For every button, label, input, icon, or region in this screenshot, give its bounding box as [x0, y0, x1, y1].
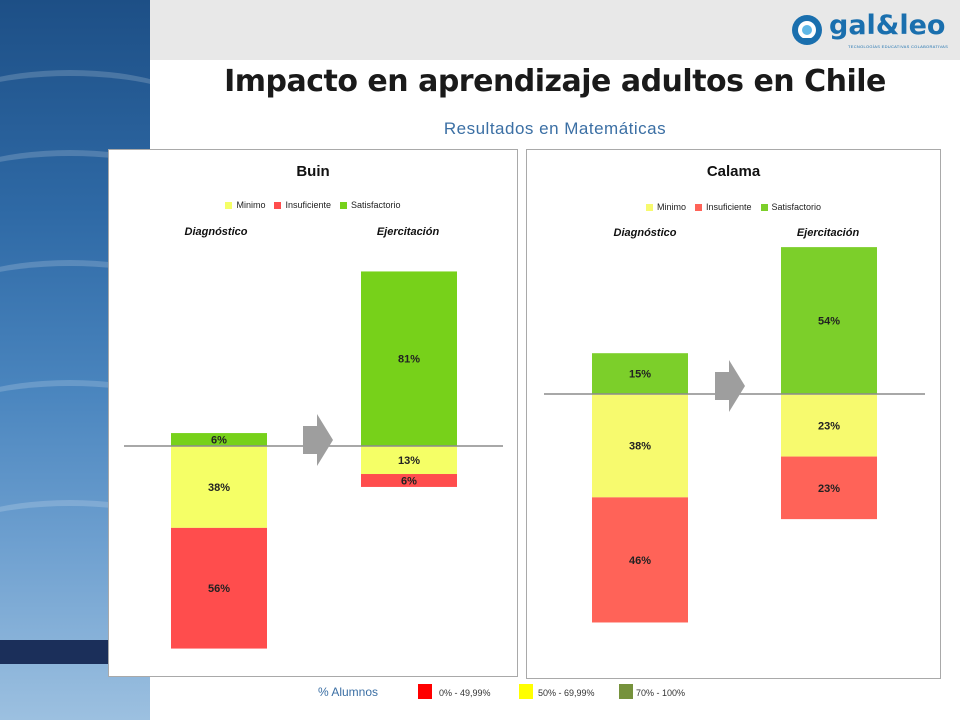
chart-panel-buin: Buin Minimo Insuficiente Satisfactorio D…: [108, 149, 518, 677]
data-label: 56%: [208, 583, 230, 595]
bar-segment-minimo: [171, 446, 267, 528]
logo-text: gal&leo: [829, 10, 946, 41]
legend-item-minimo: Minimo: [645, 202, 686, 212]
data-label: 81%: [398, 354, 420, 366]
bar-segment-minimo: [781, 394, 877, 457]
legend-item-satisfactorio: Satisfactorio: [760, 202, 822, 212]
legend-item-satisfactorio: Satisfactorio: [340, 200, 401, 210]
footer-legend: % Alumnos 0% - 49,99% 50% - 69,99% 70% -…: [0, 684, 960, 704]
legend-label: Insuficiente: [285, 200, 331, 210]
top-band: [150, 0, 960, 60]
legend-label: Satisfactorio: [351, 200, 401, 210]
legend-label: Insuficiente: [705, 202, 752, 212]
bar-segment-minimo: [592, 394, 688, 498]
bar-segment-satisfactorio: [781, 247, 877, 394]
footer-swatch-yellow: [519, 684, 533, 699]
data-label: 54%: [818, 316, 840, 328]
data-label: 38%: [208, 482, 230, 494]
data-label: 6%: [401, 475, 417, 487]
chart-title: Calama: [706, 163, 761, 180]
footer-legend-label: 70% - 100%: [636, 688, 686, 698]
legend-swatch: [694, 203, 702, 211]
legend-swatch: [340, 201, 347, 209]
footer-legend-label: 50% - 69,99%: [538, 688, 595, 698]
page-subtitle: Resultados en Matemáticas: [443, 119, 667, 138]
page-title: Impacto en aprendizaje adultos en Chile: [224, 64, 886, 99]
chart-legend: Minimo Insuficiente Satisfactorio: [527, 202, 940, 212]
footer-swatch-green: [619, 684, 633, 699]
legend-swatch: [760, 203, 768, 211]
legend-swatch: [225, 201, 233, 209]
data-label: 15%: [629, 369, 651, 381]
data-label: 23%: [818, 483, 840, 495]
data-label: 23%: [818, 420, 840, 432]
chart-panel-calama: Calama Minimo Insuficiente Satisfactorio…: [526, 149, 941, 679]
footer-legend-label: 0% - 49,99%: [439, 688, 491, 698]
chart-legend: Minimo Insuficiente Satisfactorio: [109, 200, 517, 210]
bar-segment-satisfactorio: [171, 433, 267, 446]
legend-label: Satisfactorio: [771, 202, 822, 212]
data-label: 6%: [211, 435, 227, 447]
legend-item-insuficiente: Insuficiente: [274, 200, 331, 210]
footer-legend-title: % Alumnos: [318, 685, 379, 699]
logo-tagline: TECNOLOGÍAS EDUCATIVAS COLABORATIVAS: [848, 44, 949, 49]
bar-segment-insuficiente: [781, 456, 877, 520]
legend-label: Minimo: [656, 202, 686, 212]
bar-segment-minimo: [361, 446, 457, 475]
arrow-right-icon: [303, 414, 333, 466]
chart-title: Buin: [296, 163, 330, 180]
legend-item-insuficiente: Insuficiente: [694, 202, 752, 212]
category-label-ejercitacion: Ejercitación: [796, 227, 860, 239]
bar-segment-insuficiente: [171, 527, 267, 649]
bar-segment-satisfactorio: [592, 353, 688, 394]
legend-item-minimo: Minimo: [225, 200, 265, 210]
bar-segment-satisfactorio: [361, 271, 457, 446]
bar-segment-insuficiente: [361, 474, 457, 487]
data-label: 38%: [629, 441, 651, 453]
data-label: 46%: [629, 555, 651, 567]
arrow-right-icon: [715, 360, 745, 412]
legend-swatch: [274, 201, 282, 209]
category-label-diagnostico: Diagnóstico: [613, 227, 677, 239]
category-label-diagnostico: Diagnóstico: [184, 226, 248, 238]
chart-plot-calama: 15% 38% 46% 54% 23% 23%: [544, 247, 925, 623]
logo-ring-icon: [792, 15, 822, 45]
chart-plot-buin: 6% 38% 56% 81% 13% 6%: [124, 271, 503, 649]
footer-swatch-red: [418, 684, 432, 699]
bar-segment-insuficiente: [592, 497, 688, 623]
legend-swatch: [645, 203, 653, 211]
galleo-logo: gal&leo TECNOLOGÍAS EDUCATIVAS COLABORAT…: [788, 10, 949, 52]
category-label-ejercitacion: Ejercitación: [376, 226, 440, 238]
legend-label: Minimo: [236, 200, 266, 210]
data-label: 13%: [398, 455, 420, 467]
